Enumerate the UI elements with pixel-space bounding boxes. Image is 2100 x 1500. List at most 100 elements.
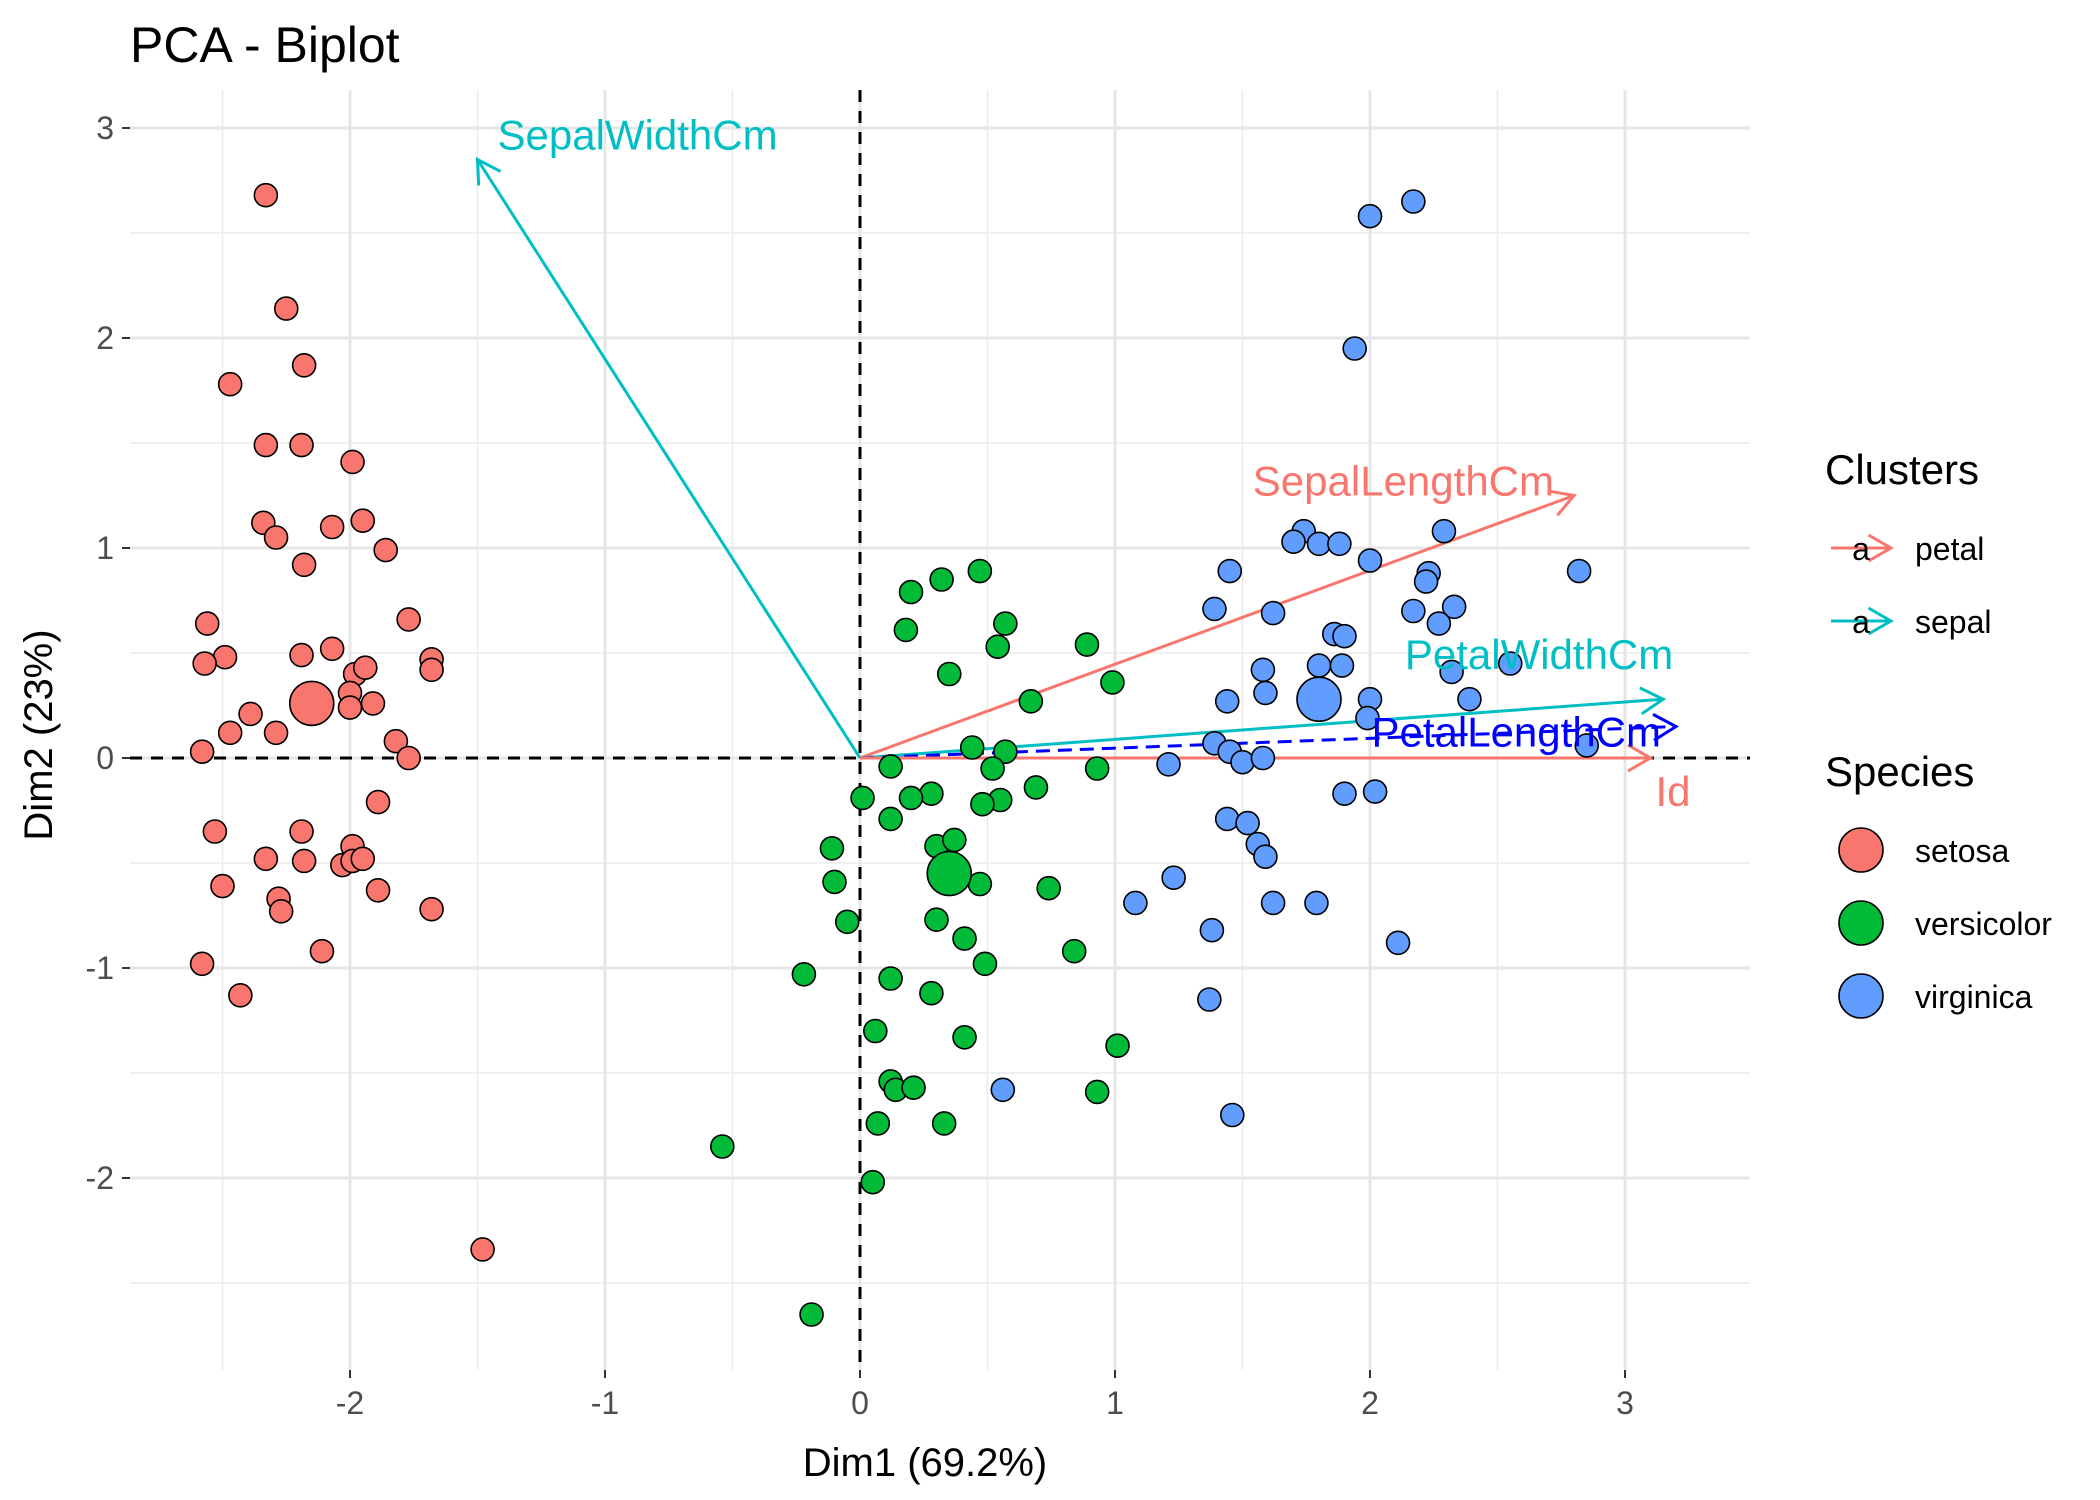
point-virginica [1250,745,1276,771]
point-versicolor [878,754,903,779]
point-versicolor [970,791,995,817]
point-setosa [268,898,294,924]
point-setosa [289,819,314,844]
point-virginica [1220,1102,1245,1128]
legend-title-species: Species [1825,748,1974,795]
point-virginica [1431,518,1457,544]
point-setosa [350,846,376,872]
point-versicolor [822,869,847,895]
point-virginica [1306,531,1332,557]
point-virginica [1401,189,1426,214]
point-versicolor [1074,632,1100,657]
point-versicolor [1061,938,1087,964]
point-virginica [1574,733,1600,758]
point-versicolor [993,611,1018,636]
point-versicolor [898,579,924,605]
point-setosa [319,636,345,662]
point-versicolor [799,1302,824,1327]
point-versicolor [1023,775,1049,800]
vector-label-petalwidthcm: PetalWidthCm [1405,631,1673,678]
point-setosa [253,846,279,872]
point-virginica [1156,751,1181,777]
point-setosa [189,951,215,977]
legend-key-glyph: a [1852,604,1870,640]
legend-key-virginica [1838,973,1884,1019]
point-virginica [1355,705,1380,731]
point-virginica [1214,806,1240,832]
point-versicolor [893,617,919,643]
point-setosa [263,720,289,746]
data-points [189,182,1600,1327]
point-virginica [1306,653,1332,678]
point-setosa [217,371,243,397]
axis-ticks: -2 -1 0 1 2 3 -2 -1 0 1 2 3 [86,110,1634,1421]
species-centroids [288,676,1342,897]
x-tick-label: -1 [591,1385,619,1421]
point-setosa [470,1237,495,1262]
point-setosa [337,695,363,720]
legend-key-setosa [1838,827,1884,873]
point-versicolor [1018,688,1044,714]
vector-arrowhead [1639,686,1667,716]
y-tick-label: 2 [96,320,114,356]
point-virginica [1260,600,1286,626]
point-versicolor [819,835,845,861]
point-virginica [1566,558,1592,584]
point-virginica [1230,749,1255,775]
point-versicolor [1036,875,1061,901]
point-virginica [990,1077,1016,1103]
point-versicolor [850,785,875,811]
point-versicolor [993,739,1018,765]
point-versicolor [919,980,944,1006]
point-versicolor [898,785,924,811]
point-setosa [373,537,399,563]
vector-label-sepallengthcm: SepalLengthCm [1253,458,1554,505]
point-virginica [1457,686,1482,712]
point-setosa [291,848,317,874]
point-versicolor [931,1111,957,1136]
y-tick-label: 3 [96,110,114,146]
point-virginica [1250,657,1276,683]
point-virginica [1439,659,1464,685]
point-virginica [1441,594,1467,620]
point-setosa [360,691,386,716]
legend-key-glyph: a [1852,531,1870,567]
x-axis-title: Dim1 (69.2%) [803,1441,1048,1485]
point-versicolor [901,1075,926,1100]
point-versicolor [1084,756,1110,781]
point-virginica [1235,810,1260,836]
point-versicolor [985,634,1011,660]
point-setosa [352,655,378,681]
y-axis-title: Dim2 (23%) [17,629,61,840]
chart-title: PCA - Biplot [130,17,400,73]
vector-arrowhead [1867,533,1894,563]
point-virginica [1253,680,1278,706]
legend-title-clusters: Clusters [1825,446,1979,493]
point-setosa [210,873,235,899]
point-versicolor [860,1169,886,1195]
point-setosa [291,552,317,578]
point-virginica [1260,890,1286,916]
point-versicolor [709,1134,735,1159]
x-tick-label: -2 [336,1385,364,1421]
point-setosa [192,651,217,676]
point-versicolor [952,926,977,951]
point-virginica [1497,651,1523,676]
legends: Clusters a petal a sepal Species setosa versico… [1825,446,2052,1019]
x-tick-label: 1 [1106,1385,1124,1421]
point-virginica [1123,890,1148,916]
point-virginica [1217,558,1243,584]
vector-label-id: Id [1655,768,1690,815]
legend-key-sepal [1831,606,1894,636]
point-versicolor [967,558,993,584]
vector-arrowhead [1627,743,1654,773]
point-setosa [238,701,263,727]
point-versicolor [972,951,998,977]
legend-label-virginica: virginica [1915,979,2033,1015]
point-setosa [396,745,421,771]
legend-label-sepal: sepal [1915,604,1992,640]
point-versicolor [878,806,903,832]
point-setosa [263,525,289,550]
point-virginica [1342,336,1367,361]
point-versicolor [942,827,967,853]
